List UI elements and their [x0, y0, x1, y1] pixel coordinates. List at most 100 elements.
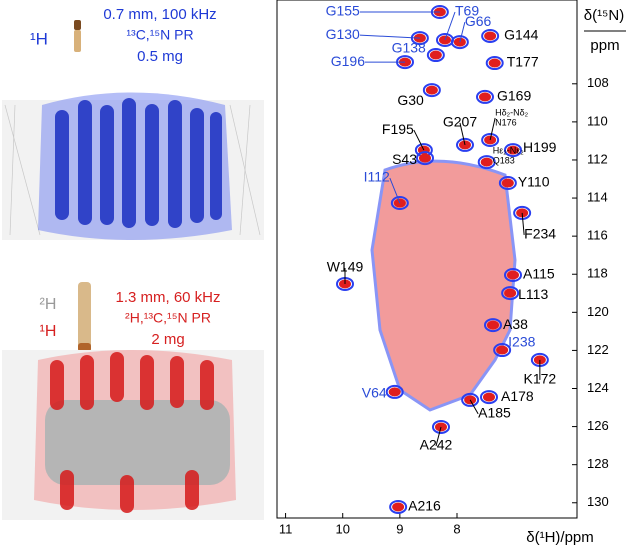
peak-label: G30 [397, 92, 424, 108]
peak-label: G130 [326, 26, 360, 42]
peak-outline [385, 384, 404, 399]
peak-outline [389, 499, 408, 514]
peak [483, 392, 495, 402]
nucleus-label: ²H [40, 296, 57, 313]
protein-blue [2, 92, 264, 240]
peak-outline [426, 48, 445, 63]
y-tick-label: 122 [587, 342, 609, 357]
peak-label-note: Q183 [493, 155, 515, 165]
peak-label: Hε₂-Nε₂ [493, 145, 525, 155]
peak [496, 345, 509, 355]
y-tick-label: 108 [587, 75, 609, 90]
peak-label: T177 [507, 54, 539, 70]
peak-label: K172 [524, 371, 557, 387]
rotor-label: 1.3 mm, 60 kHz [115, 289, 220, 306]
rotor-icon [78, 282, 91, 352]
leader-line [444, 11, 456, 41]
rotor-cap [74, 20, 81, 30]
leader-line [389, 177, 401, 204]
nucleus-label: ¹H [40, 323, 57, 340]
peak-label: Y110 [518, 174, 550, 190]
amount-label: 0.5 mg [137, 48, 183, 65]
y-tick-label: 110 [587, 113, 608, 128]
peak-label: G144 [504, 27, 538, 43]
rotor-icon [74, 30, 81, 52]
peak-outline [504, 143, 522, 158]
peak-label: A178 [501, 388, 534, 404]
y-tick-label: 120 [587, 304, 609, 319]
leader-line [435, 426, 442, 447]
peak-outline [432, 419, 450, 434]
peak-label: A38 [503, 316, 528, 332]
peak-label: Hδ₂-Nδ₂ [495, 107, 529, 117]
peak [504, 288, 517, 298]
peak-label: I112 [364, 169, 390, 185]
peak [501, 178, 514, 188]
leader-line [489, 117, 496, 141]
y-tick-label: 130 [587, 494, 609, 509]
peak-label: A185 [478, 405, 511, 421]
peak-outline [485, 56, 504, 71]
rotor-cap [78, 343, 91, 352]
protein-red [2, 350, 264, 520]
leader-line [459, 21, 466, 43]
x-tick-label: 8 [453, 521, 460, 536]
peak [479, 92, 491, 102]
peak-label-note: N176 [495, 117, 517, 127]
leader-line [469, 399, 479, 415]
y-tick-label: 112 [587, 151, 608, 166]
peak-label: G138 [392, 40, 426, 56]
labeling-label: ¹³C,¹⁵N PR [126, 27, 193, 43]
y-tick-label: 126 [587, 418, 609, 433]
peak-label: T69 [455, 3, 479, 19]
leader-line [359, 34, 420, 39]
peak-outline [422, 83, 441, 98]
peak-label: F234 [524, 226, 556, 242]
x-tick-label: 11 [279, 521, 293, 536]
peak-outline [390, 196, 409, 211]
peak-label: S43 [392, 151, 417, 167]
x-tick-label: 10 [335, 521, 349, 536]
leader-line [521, 212, 525, 235]
x-tick-label: 9 [396, 521, 403, 536]
peak-outline [493, 343, 512, 358]
peak-label: G207 [443, 114, 477, 130]
peak-label: V64 [362, 385, 387, 401]
peak-label: H199 [523, 139, 557, 155]
peak [507, 270, 519, 280]
peak-label: G169 [497, 88, 531, 104]
x-axis-label: δ(¹H)/ppm [526, 529, 594, 546]
peak [488, 58, 501, 68]
peak [392, 502, 405, 512]
peak-outline [504, 267, 522, 282]
peak [487, 320, 499, 330]
peak [480, 157, 493, 167]
peak [484, 31, 497, 41]
peak-label: W149 [327, 259, 364, 275]
peak-outline [416, 151, 434, 166]
peak-outline [450, 35, 469, 50]
peak-label: G196 [331, 53, 365, 69]
nucleus-label: ¹H [30, 29, 48, 48]
peak-outline [461, 392, 480, 407]
peak-outline [484, 318, 502, 333]
overlap-region [370, 159, 517, 412]
plot-frame [276, 0, 578, 519]
peak [419, 153, 431, 163]
y-axis-label: δ(¹⁵N) [584, 7, 624, 24]
y-tick-label: 118 [587, 266, 608, 281]
peak-label: A242 [420, 437, 453, 453]
labeling-label: ²H,¹³C,¹⁵N PR [125, 310, 211, 326]
rotor-label: 0.7 mm, 100 kHz [103, 6, 216, 23]
peak-label: F195 [382, 121, 414, 137]
y-tick-label: 124 [587, 380, 609, 395]
peak-outline [481, 132, 500, 147]
y-tick-label: 128 [587, 456, 609, 471]
peak-outline [481, 28, 500, 43]
y-tick-label: 116 [587, 228, 608, 243]
peak [388, 387, 401, 397]
y-tick-label: 114 [587, 189, 608, 204]
peak-outline [513, 205, 532, 220]
peak-outline [480, 390, 498, 405]
